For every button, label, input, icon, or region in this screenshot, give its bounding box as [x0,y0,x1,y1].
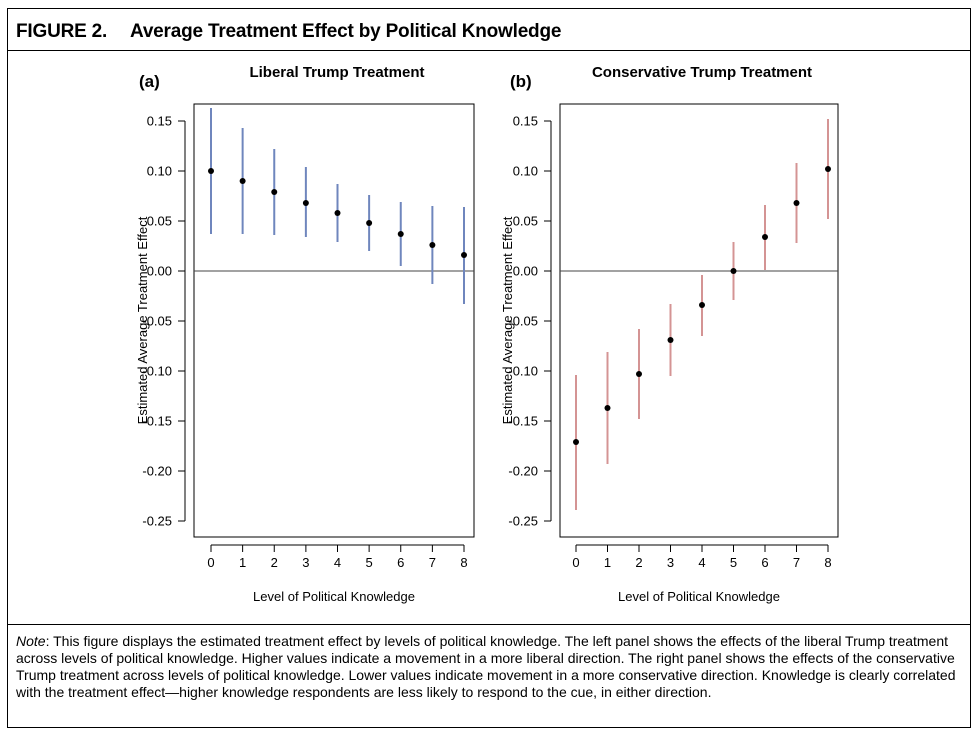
data-point [699,302,705,308]
y-tick-label: -0.15 [142,414,172,429]
data-point [636,371,642,377]
y-tick-label: -0.15 [508,414,538,429]
x-tick-label: 4 [334,555,341,570]
title-rule [8,50,970,51]
figure-title-text: Average Treatment Effect by Political Kn… [130,21,562,42]
panel-label: (b) [510,72,532,91]
x-tick-label: 7 [429,555,436,570]
figure-title: FIGURE 2. Average Treatment Effect by Pol… [16,21,561,43]
data-point [208,168,214,174]
chart-area: (a) Liberal Trump Treatment 0.15 0.10 0.05 0.… [135,64,839,604]
y-tick-label: -0.20 [142,464,172,479]
data-point [334,210,341,216]
x-tick-label: 3 [667,555,674,570]
x-tick-label: 3 [302,555,309,570]
note-text: : This figure displays the estimated tre… [16,633,956,700]
y-tick-label: -0.05 [142,314,172,329]
data-point [793,200,800,206]
y-tick-label: 0.10 [513,164,538,179]
y-tick-label: -0.05 [508,314,538,329]
x-tick-label: 2 [271,555,278,570]
data-point [397,231,404,237]
x-tick-label: 7 [793,555,800,570]
data-point [762,234,768,240]
x-axis-title: Level of Political Knowledge [253,589,415,604]
x-tick-label: 1 [239,555,246,570]
data-point [302,200,309,206]
x-tick-label: 0 [207,555,214,570]
x-tick-label: 6 [397,555,404,570]
data-point [730,268,737,274]
data-point [366,220,373,226]
y-tick-label: 0.15 [513,114,538,129]
y-tick-label: 0.00 [147,264,172,279]
y-tick-label: 0.15 [147,114,172,129]
y-tick-label: -0.10 [508,364,538,379]
x-tick-label: 5 [366,555,373,570]
y-tick-label: -0.20 [508,464,538,479]
data-point [461,252,467,258]
data-point [239,178,246,184]
plot-frame [193,103,475,538]
panel-label: (a) [139,72,160,91]
x-tick-label: 8 [824,555,831,570]
data-point [825,166,831,172]
x-tick-label: 0 [572,555,579,570]
y-axis-title: Estimated Average Treatment Effect [135,216,150,424]
data-point [573,439,579,445]
data-point [429,242,436,248]
chart-panel-b: (b) Conservative Trump Treatment 0.15 0.10 0… [500,64,839,604]
panel-title: Conservative Trump Treatment [592,64,812,81]
panel-title: Liberal Trump Treatment [249,64,424,81]
y-tick-label: 0.00 [513,264,538,279]
figure-frame [7,8,971,728]
y-tick-label: -0.25 [508,514,538,529]
note-label: Note [16,633,46,649]
y-tick-label: 0.05 [147,214,172,229]
x-tick-label: 5 [730,555,737,570]
x-tick-label: 1 [604,555,611,570]
plot-frame [559,103,839,538]
figure-number: FIGURE 2. [16,21,108,42]
data-point [667,337,674,343]
x-tick-label: 6 [761,555,768,570]
figure-note: Note: This figure displays the estimated… [16,633,964,701]
x-tick-label: 8 [460,555,467,570]
y-tick-label: -0.10 [142,364,172,379]
note-rule [8,624,970,625]
y-tick-label: -0.25 [142,514,172,529]
data-point [604,405,611,411]
y-axis-title: Estimated Average Treatment Effect [500,216,515,424]
x-axis-title: Level of Political Knowledge [618,589,780,604]
y-tick-label: 0.10 [147,164,172,179]
x-tick-label: 4 [698,555,705,570]
y-tick-label: 0.05 [513,214,538,229]
chart-panel-a: (a) Liberal Trump Treatment 0.15 0.10 0.05 0.… [135,64,475,604]
data-point [271,189,278,195]
x-tick-label: 2 [635,555,642,570]
